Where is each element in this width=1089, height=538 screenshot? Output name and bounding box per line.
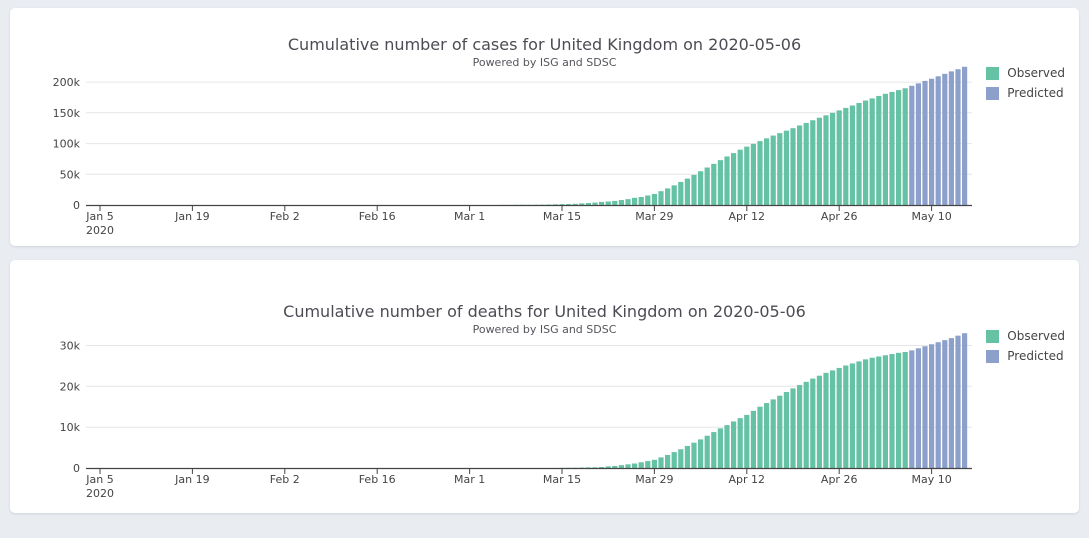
predicted-swatch-icon [986,349,1000,363]
deaths-chart-title: Cumulative number of deaths for United K… [283,302,806,321]
svg-text:Jan 19: Jan 19 [174,210,209,223]
svg-text:Jan 5: Jan 5 [85,473,113,486]
legend-label-observed: Observed [1007,329,1065,343]
svg-text:50k: 50k [60,168,81,181]
legend-label-predicted: Predicted [1007,349,1064,363]
deaths-legend: Observed Predicted [986,326,1065,366]
legend-label-observed: Observed [1007,66,1065,80]
cases-chart-title: Cumulative number of cases for United Ki… [287,35,802,54]
legend-label-predicted: Predicted [1007,86,1064,100]
cases-legend: Observed Predicted [986,63,1065,103]
svg-text:Apr 26: Apr 26 [821,210,858,223]
svg-text:May 10: May 10 [911,210,951,223]
svg-text:Mar 15: Mar 15 [543,473,581,486]
cases-chart-card: Cumulative number of cases for United Ki… [10,8,1079,246]
svg-text:Mar 15: Mar 15 [543,210,581,223]
svg-text:Jan 5: Jan 5 [85,210,113,223]
svg-text:150k: 150k [53,107,81,120]
svg-text:10k: 10k [60,421,81,434]
legend-item-predicted[interactable]: Predicted [986,83,1065,103]
svg-text:Mar 29: Mar 29 [635,210,673,223]
svg-text:May 10: May 10 [911,473,951,486]
svg-text:Feb 2: Feb 2 [270,210,300,223]
legend-item-observed[interactable]: Observed [986,63,1065,83]
svg-text:Mar 29: Mar 29 [635,473,673,486]
svg-text:2020: 2020 [86,487,114,500]
observed-swatch-icon [986,329,1000,343]
svg-text:Feb 16: Feb 16 [359,210,396,223]
svg-text:Feb 16: Feb 16 [359,473,396,486]
svg-text:Feb 2: Feb 2 [270,473,300,486]
legend-item-observed[interactable]: Observed [986,326,1065,346]
svg-text:Mar 1: Mar 1 [454,473,485,486]
svg-text:2020: 2020 [86,224,114,237]
deaths-chart-subtitle: Powered by ISG and SDSC [472,323,617,336]
svg-text:200k: 200k [53,76,81,89]
svg-text:20k: 20k [60,380,81,393]
cases-chart-subtitle: Powered by ISG and SDSC [472,56,617,69]
svg-text:30k: 30k [60,339,81,352]
svg-text:0: 0 [73,462,80,475]
svg-text:100k: 100k [53,138,81,151]
svg-text:Apr 26: Apr 26 [821,473,858,486]
legend-item-predicted[interactable]: Predicted [986,346,1065,366]
predicted-swatch-icon [986,86,1000,100]
svg-text:Apr 12: Apr 12 [729,473,766,486]
deaths-chart-card: Cumulative number of deaths for United K… [10,260,1079,513]
observed-swatch-icon [986,66,1000,80]
svg-text:0: 0 [73,199,80,212]
svg-text:Mar 1: Mar 1 [454,210,485,223]
svg-text:Apr 12: Apr 12 [729,210,766,223]
svg-text:Jan 19: Jan 19 [174,473,209,486]
